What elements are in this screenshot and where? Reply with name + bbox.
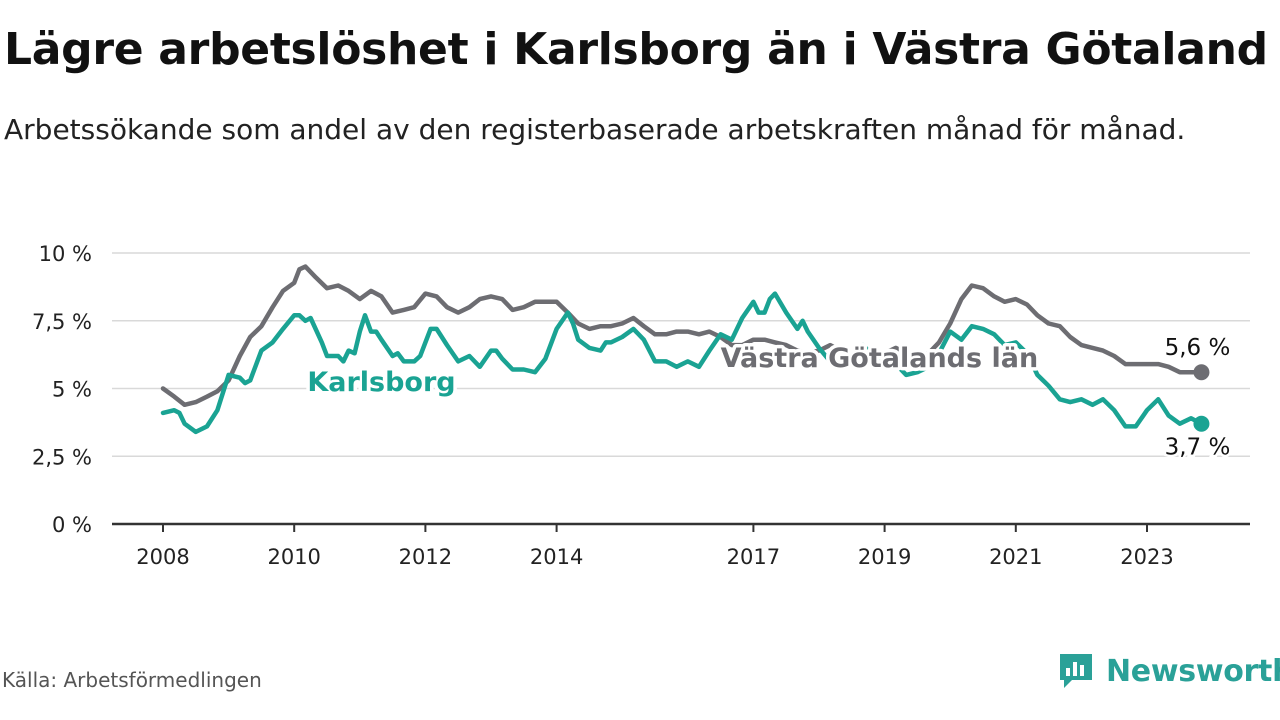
series-line-karlsborg	[160, 291, 1204, 435]
series-labels: Västra Götalands län Karlsborg 5,6 % 3,7 %	[304, 333, 1233, 463]
gridlines	[112, 252, 1250, 457]
x-tick-label: 2019	[858, 545, 911, 569]
newsworthy-logo-icon	[1060, 654, 1092, 688]
end-label-vastra-gotaland: 5,6 %	[1165, 335, 1231, 361]
x-tick-label: 2023	[1120, 545, 1173, 569]
series-label-vastra-gotaland: Västra Götalands län	[721, 343, 1039, 374]
newsworthy-logo[interactable]: Newsworthy	[1058, 652, 1280, 690]
y-tick-label: 5 %	[52, 378, 92, 402]
y-tick-label: 10 %	[39, 242, 92, 266]
end-point-marker	[1193, 364, 1210, 381]
x-tick-label: 2017	[727, 545, 780, 569]
chart-subtitle: Arbetssökande som andel av den registerb…	[4, 113, 1186, 146]
series-lines	[160, 264, 1210, 435]
x-axis: 2008 2010 2012 2014 2017 2019 2021 2023	[112, 522, 1250, 569]
x-tick-label: 2012	[399, 545, 452, 569]
x-tick-label: 2010	[267, 545, 320, 569]
series-label-karlsborg: Karlsborg	[307, 367, 455, 398]
series-line-vastra-gotaland	[160, 264, 1204, 408]
chart-title: Lägre arbetslöshet i Karlsborg än i Väst…	[4, 24, 1268, 75]
x-tick-label: 2008	[136, 545, 189, 569]
y-tick-label: 0 %	[52, 513, 92, 537]
x-tick-label: 2021	[989, 545, 1042, 569]
y-tick-label: 2,5 %	[32, 445, 92, 469]
y-tick-label: 7,5 %	[32, 310, 92, 334]
source-note: Källa: Arbetsförmedlingen	[2, 668, 262, 692]
y-axis-ticks: 0 % 2,5 % 5 % 7,5 % 10 %	[32, 242, 92, 537]
newsworthy-logo-text: Newsworthy	[1106, 653, 1280, 689]
end-label-karlsborg: 3,7 %	[1165, 435, 1231, 461]
x-tick-label: 2014	[530, 545, 583, 569]
end-point-marker	[1193, 415, 1210, 432]
